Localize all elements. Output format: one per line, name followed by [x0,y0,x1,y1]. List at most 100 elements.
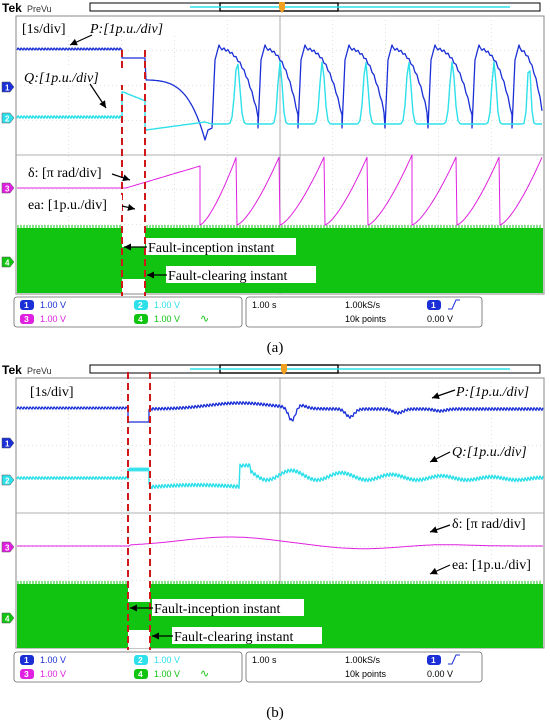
ea-fault-gap-top [128,582,150,602]
status-ch1-scale: 1.00 V [40,300,66,310]
delta-label-a: δ: [π rad/div] [28,166,102,181]
status-ch3-id: 3 [24,669,29,679]
ea-arrow-b-head [430,567,438,575]
channel-1-marker [1,437,15,449]
ea-label-a: ea: [1p.u./div] [28,198,107,213]
channel-2-marker-label: 2 [5,477,10,486]
trigger-ch-id: 1 [431,300,436,310]
ea-fault-gap-top [122,226,145,247]
P-trace-b [16,401,544,423]
status-ch2-id: 2 [138,300,143,310]
prevu-label: PreVu [27,4,52,14]
delta-arrow-a-head [122,174,130,182]
trigger-position-icon [281,364,287,375]
time-scale-label-b: [1s/div] [30,385,74,400]
delta-arrow-b-head [430,526,438,533]
Q-label-a: Q:[1p.u./div] [24,71,99,86]
ea-fault-gap-bottom [122,279,145,293]
status-ch1-id: 1 [24,300,29,310]
status-ch4-badge [134,314,148,324]
status-ch1-badge [20,655,34,665]
scope-panel-b: Tek PreVu 1 2 3 4 1 1.00 V 2 1.00 V 3 1.00 V 4 1.00 V… [0,362,550,697]
caption-b: (b) [266,705,284,721]
status-ch4-badge [134,669,148,679]
Q-trace-a [16,61,542,131]
inception-label-bg-a [146,238,296,255]
time-scale-bg-a [20,18,70,36]
scope-screen-b: Tek PreVu 1 2 3 4 1 1.00 V 2 1.00 V 3 1.00 V 4 1.00 V… [1,363,545,683]
status-ch3-scale: 1.00 V [40,669,66,679]
scope-screen-a: Tek PreVu 1 2 3 4 1 1.00 V 2 1.00 V 3 1.00 V 4 1.00 V… [1,1,545,328]
status-ch4-scale: 1.00 V [154,669,180,679]
trigger-ch-badge [427,300,441,310]
channel-3-marker-label: 3 [5,185,10,194]
status-ch2-scale: 1.00 V [154,300,180,310]
timebase-status-box [245,651,483,683]
bandwidth-limit-icon: ∿ [200,668,209,680]
clearing-arrow-b-head [152,632,159,640]
sample-rate-value: 1.00kS/s [345,655,381,665]
status-ch4-scale: 1.00 V [154,314,180,324]
inception-label-bg-b [152,599,304,616]
trigger-ch-id: 1 [431,655,436,665]
P-arrow-b-head [432,392,440,400]
ea-label-bg-a [26,195,122,212]
fault-clearing-label-a: Fault-clearing instant [168,269,287,284]
channel-2-marker-label: 2 [5,115,10,124]
record-length-value: 10k points [345,314,387,324]
channel-3-marker [1,541,15,553]
channel-1-marker [1,81,15,93]
channel-1-marker-label: 1 [5,440,10,449]
trigger-position-icon [279,2,285,13]
tek-logo: Tek [2,363,22,377]
P-arrow-a-head [70,38,78,46]
status-ch4-id: 4 [138,669,143,679]
delta-trace-a [17,154,543,226]
channel-1-marker-label: 1 [5,84,10,93]
delta-label-bg-a [26,163,116,180]
inception-arrow-b-head [130,604,137,612]
fault-inception-label-b: Fault-inception instant [154,602,280,617]
channel-status-box [13,651,243,683]
status-ch1-scale: 1.00 V [40,655,66,665]
channel-4-marker-label: 4 [5,615,10,624]
P-label-a: P:[1p.u./div] [89,22,163,37]
timebase-value: 1.00 s [252,300,277,310]
clearing-label-bg-a [166,266,316,283]
channel-4-marker-label: 4 [5,259,10,268]
tek-logo: Tek [2,1,22,15]
Q-label-bg-a [22,68,126,85]
channel-2-marker [1,474,15,486]
trigger-edge-icon [448,654,460,665]
ea-fault-gap-bottom [128,630,150,648]
status-ch1-id: 1 [24,655,29,665]
channel-3-marker-label: 3 [5,544,10,553]
bandwidth-limit-icon: ∿ [200,313,209,325]
status-ch3-badge [20,669,34,679]
timebase-value: 1.00 s [252,655,277,665]
status-ch3-id: 3 [24,314,29,324]
ea-arrow-a-head [127,204,135,211]
trigger-edge-icon [448,299,460,310]
trigger-level-value: 0.00 V [427,314,453,324]
status-ch3-scale: 1.00 V [40,314,66,324]
channel-3-marker [1,182,15,194]
fault-inception-label-a: Fault-inception instant [148,241,274,256]
inception-arrow-a-head [124,243,131,251]
status-ch2-id: 2 [138,655,143,665]
trigger-ch-badge [427,655,441,665]
channel-2-marker [1,112,15,124]
P-trace-a [16,44,543,141]
P-label-b: P:[1p.u./div] [455,385,529,400]
clearing-arrow-a-head [147,271,154,279]
caption-a: (a) [266,340,284,356]
channel-4-marker [1,612,15,624]
sample-rate-value: 1.00kS/s [345,300,381,310]
status-ch1-badge [20,300,34,310]
record-length-value: 10k points [345,669,387,679]
channel-status-box [13,296,243,328]
delta-label-b: δ: [π rad/div] [452,517,526,532]
status-ch2-scale: 1.00 V [154,655,180,665]
status-ch4-id: 4 [138,314,143,324]
Q-arrow-a-head [99,100,106,108]
